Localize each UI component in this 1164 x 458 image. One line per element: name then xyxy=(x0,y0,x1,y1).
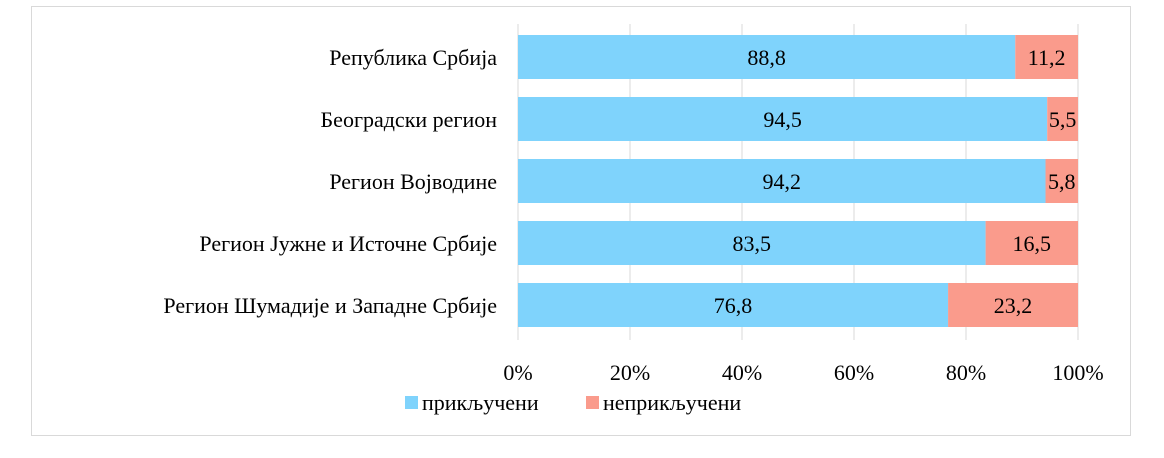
data-label: 94,2 xyxy=(763,169,802,194)
bar-segment xyxy=(518,283,949,327)
category-label: Београдски регион xyxy=(321,107,498,132)
bars: 88,8 11,2 94,5 5,5 94,2 5,8 83,5 16,5 76,8 23,2 xyxy=(518,35,1078,327)
bar-segment xyxy=(518,221,986,265)
category-label: Регион Војводине xyxy=(329,169,497,194)
data-label: 94,5 xyxy=(763,107,802,132)
category-label: Република Србија xyxy=(329,45,497,70)
bar-segment xyxy=(518,97,1048,141)
x-tick-labels: 0% 20% 40% 60% 80% 100% xyxy=(503,360,1103,385)
legend-swatch xyxy=(586,396,599,409)
data-label: 11,2 xyxy=(1028,45,1066,70)
legend-swatch xyxy=(405,396,418,409)
legend: прикључени неприкључени xyxy=(405,390,741,415)
tick-label: 100% xyxy=(1052,360,1103,385)
data-label: 88,8 xyxy=(747,45,786,70)
data-label: 16,5 xyxy=(1013,231,1052,256)
tick-label: 20% xyxy=(610,360,650,385)
data-label: 83,5 xyxy=(733,231,772,256)
legend-label: прикључени xyxy=(422,390,539,415)
bar-segment xyxy=(518,159,1046,203)
bar-segment xyxy=(1047,97,1078,141)
category-label: Регион Шумадије и Западне Србије xyxy=(163,293,497,318)
data-label: 5,8 xyxy=(1048,169,1076,194)
tick-label: 80% xyxy=(946,360,986,385)
legend-label: неприкључени xyxy=(603,390,741,415)
tick-label: 0% xyxy=(503,360,532,385)
data-label: 23,2 xyxy=(994,293,1033,318)
bar-segment xyxy=(518,35,1016,79)
bar-segment xyxy=(1045,159,1078,203)
tick-label: 40% xyxy=(722,360,762,385)
category-label: Регион Јужне и Источне Србије xyxy=(199,231,497,256)
category-labels: Република Србија Београдски регион Регион … xyxy=(163,45,497,318)
data-label: 76,8 xyxy=(714,293,753,318)
bar-segment xyxy=(1015,35,1078,79)
bar-segment xyxy=(985,221,1078,265)
bar-segment xyxy=(948,283,1078,327)
tick-label: 60% xyxy=(834,360,874,385)
data-label: 5,5 xyxy=(1049,107,1077,132)
